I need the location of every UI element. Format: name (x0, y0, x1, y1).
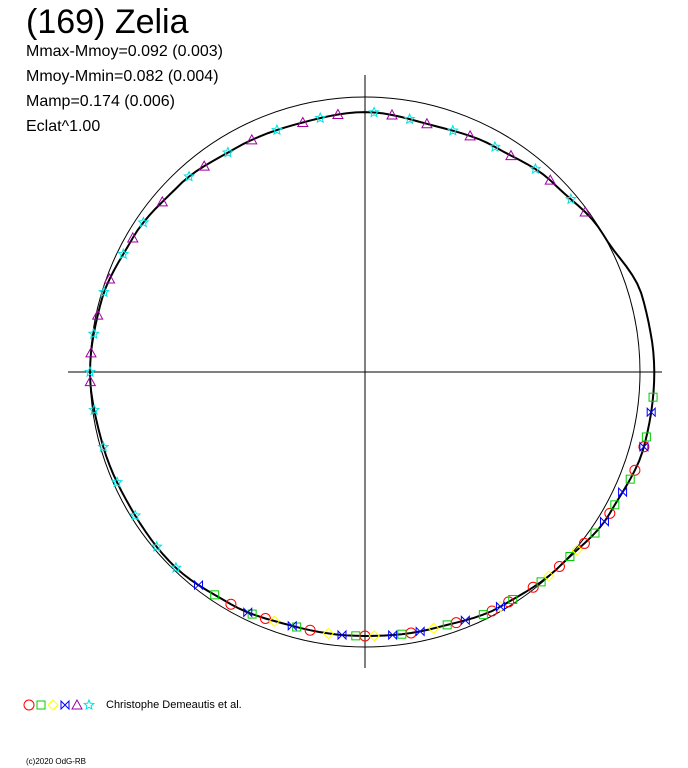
data-point-star (98, 285, 111, 298)
data-point-bowtie (337, 629, 347, 641)
fit-curve (88, 111, 656, 638)
data-point-star (403, 112, 416, 125)
stat-brightness-exponent: Eclat^1.00 (26, 118, 101, 135)
data-point-circle (638, 441, 650, 453)
copyright: (c)2020 OdG-RB (26, 757, 87, 766)
data-point-square (397, 629, 407, 639)
page-title: (169) Zelia (26, 3, 189, 41)
bowtie-icon (60, 699, 70, 711)
data-point-triangle (296, 116, 309, 127)
data-point-square (536, 577, 546, 587)
stat-amplitude: Mamp=0.174 (0.006) (26, 93, 175, 110)
data-point-circle (304, 624, 316, 636)
data-point-square (210, 590, 220, 600)
data-point-diamond (543, 570, 555, 582)
data-point-triangle (245, 133, 258, 145)
data-point-star (446, 124, 459, 136)
data-point-square (625, 474, 635, 484)
data-point-star (87, 327, 100, 339)
data-point-square (610, 500, 620, 510)
data-point-star (183, 170, 196, 182)
data-point-circle (629, 464, 641, 476)
circle-icon (23, 699, 35, 711)
data-point-bowtie (646, 407, 656, 418)
data-point-square (351, 631, 361, 641)
data-point-triangle (464, 129, 476, 141)
data-point-triangle (103, 272, 116, 284)
legend-markers (23, 698, 96, 711)
data-point-triangle (85, 346, 97, 358)
data-point-bowtie (639, 441, 649, 452)
data-point-bowtie (460, 615, 470, 626)
data-point-bowtie (243, 607, 253, 618)
diamond-icon (47, 699, 59, 711)
data-point-bowtie (618, 486, 628, 498)
data-point-circle (604, 507, 616, 519)
polar-lightcurve-chart (68, 75, 662, 668)
data-point-triangle (421, 117, 433, 129)
data-point-diamond (268, 615, 281, 627)
data-point-bowtie (388, 629, 398, 641)
data-point-star (488, 140, 501, 153)
data-point-square (508, 595, 518, 605)
data-point-star (529, 162, 542, 175)
data-point-square (590, 528, 600, 538)
data-point-star (169, 561, 182, 573)
data-point-star (137, 216, 150, 228)
data-point-bowtie (495, 601, 505, 612)
data-point-circle (527, 581, 539, 593)
stat-mean-minus-min: Mmoy-Mmin=0.082 (0.004) (26, 68, 219, 85)
data-point-triangle (386, 108, 398, 120)
data-point-circle (578, 537, 590, 549)
stat-max-minus-mean: Mmax-Mmoy=0.092 (0.003) (26, 43, 223, 60)
data-point-triangle (84, 375, 97, 387)
data-point-star (270, 123, 283, 136)
data-point-triangle (505, 149, 517, 161)
observation-markers (83, 106, 658, 642)
data-point-star (129, 509, 142, 521)
square-icon (36, 700, 46, 710)
data-point-star (150, 540, 163, 552)
data-point-triangle (156, 195, 169, 207)
data-point-triangle (126, 231, 139, 243)
data-point-square (565, 552, 575, 562)
data-point-triangle (579, 206, 592, 217)
data-point-diamond (427, 622, 440, 635)
data-point-star (111, 476, 124, 488)
data-point-star (564, 192, 577, 205)
legend: Christophe Demeautis et al. (22, 697, 242, 713)
data-point-square (641, 432, 651, 442)
data-point-star (221, 146, 234, 158)
data-point-triangle (332, 108, 344, 119)
data-point-star (88, 403, 101, 416)
data-point-square (442, 620, 452, 630)
data-point-circle (259, 612, 271, 624)
data-point-square (648, 392, 658, 402)
data-point-diamond (368, 630, 380, 642)
star-icon (82, 698, 96, 711)
data-point-star (117, 247, 130, 260)
data-point-triangle (198, 160, 211, 171)
data-point-triangle (544, 174, 557, 185)
data-point-diamond (494, 600, 507, 613)
legend-attribution: Christophe Demeautis et al. (106, 699, 242, 711)
triangle-icon (71, 698, 83, 710)
data-point-square (478, 610, 488, 620)
data-point-circle (225, 598, 237, 610)
data-point-diamond (571, 544, 583, 556)
data-point-star (97, 440, 110, 453)
data-point-bowtie (194, 579, 204, 591)
data-point-diamond (322, 627, 334, 640)
data-point-star (314, 111, 327, 124)
data-point-star (368, 106, 381, 118)
data-point-bowtie (415, 626, 425, 637)
data-point-circle (553, 560, 565, 572)
data-point-bowtie (599, 516, 609, 527)
data-point-triangle (91, 309, 104, 320)
data-point-bowtie (287, 620, 297, 632)
data-point-star (83, 365, 97, 378)
